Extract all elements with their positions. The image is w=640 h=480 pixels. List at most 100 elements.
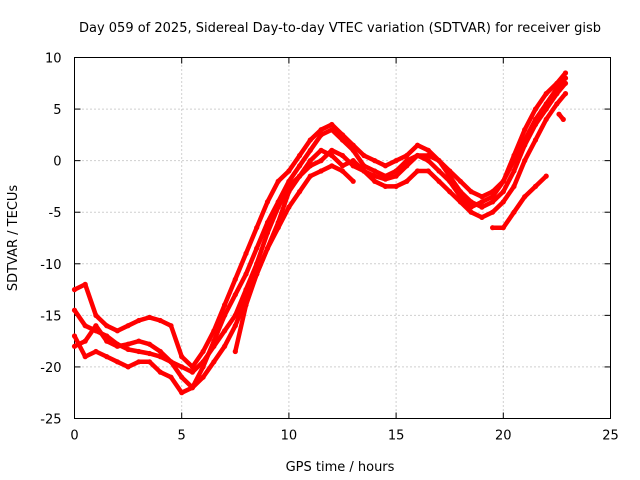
data-point <box>479 199 485 205</box>
data-point <box>554 80 560 86</box>
data-point <box>286 204 292 210</box>
data-point <box>350 163 356 169</box>
data-point <box>264 230 271 236</box>
data-point <box>562 80 569 86</box>
data-point <box>136 348 142 355</box>
data-point <box>125 346 131 352</box>
data-point <box>82 323 88 329</box>
data-point <box>82 281 88 287</box>
data-point <box>168 374 174 380</box>
data-point <box>414 142 421 148</box>
data-point <box>532 137 539 143</box>
data-point <box>372 178 378 184</box>
data-point <box>543 106 549 112</box>
data-point <box>286 189 292 195</box>
data-point <box>318 158 324 164</box>
plot-frame <box>74 57 611 419</box>
data-point <box>372 168 378 174</box>
data-point <box>125 364 131 370</box>
data-point <box>457 199 463 205</box>
data-point <box>275 225 281 231</box>
y-tick-label: -15 <box>40 309 61 324</box>
data-point <box>414 168 421 174</box>
data-point <box>562 91 569 97</box>
data-point <box>179 354 185 360</box>
data-point <box>393 173 399 179</box>
data-point <box>297 173 303 179</box>
data-point <box>297 152 303 159</box>
data-point <box>275 199 281 205</box>
data-point <box>554 101 560 107</box>
x-tick-label: 0 <box>70 429 78 444</box>
data-point <box>382 183 388 189</box>
x-tick-label: 25 <box>602 429 619 444</box>
data-point <box>157 369 163 375</box>
y-tick-labels: 10 5 0 -5 -10 -15 -20 -25 <box>40 52 61 428</box>
data-point <box>243 250 249 257</box>
data-point <box>179 374 185 380</box>
data-point <box>222 328 228 334</box>
data-point <box>93 323 99 329</box>
data-point <box>500 225 506 231</box>
data-point <box>82 338 88 344</box>
data-point <box>361 152 367 159</box>
data-point <box>500 178 506 184</box>
data-point <box>254 261 260 267</box>
data-point <box>211 338 217 344</box>
data-point <box>425 158 431 164</box>
data-point <box>522 142 528 148</box>
data-point <box>556 111 562 117</box>
data-point <box>457 178 463 184</box>
y-tick-label: -20 <box>40 361 61 376</box>
chart-title: Day 059 of 2025, Sidereal Day-to-day VTE… <box>79 21 601 36</box>
data-point <box>71 287 78 293</box>
data-point <box>254 225 260 231</box>
y-axis-label: SDTVAR / TECUs <box>6 185 21 292</box>
y-tick-label: 0 <box>53 155 61 170</box>
data-point <box>393 168 399 174</box>
data-point <box>146 359 153 365</box>
data-point <box>404 158 410 164</box>
data-point <box>372 158 378 164</box>
data-point <box>382 163 388 169</box>
data-point <box>479 204 485 210</box>
data-point <box>307 163 313 169</box>
data-point <box>125 341 131 347</box>
data-point <box>243 271 249 277</box>
data-point <box>286 168 292 174</box>
data-point <box>511 152 517 159</box>
data-point <box>447 189 453 195</box>
data-point <box>297 163 303 169</box>
data-point <box>543 173 549 179</box>
data-point <box>114 343 120 349</box>
data-point <box>104 338 110 344</box>
data-point <box>104 354 110 360</box>
data-point <box>562 70 569 76</box>
data-point <box>532 121 539 128</box>
data-point <box>543 91 549 97</box>
data-point <box>339 168 346 174</box>
data-point <box>490 199 496 205</box>
data-point <box>71 307 78 313</box>
data-point <box>468 189 474 195</box>
data-point <box>286 178 292 184</box>
data-point <box>136 359 142 365</box>
data-point <box>490 189 496 195</box>
data-point <box>222 343 228 349</box>
data-point <box>307 173 313 179</box>
data-point <box>511 183 517 189</box>
data-point <box>436 158 442 164</box>
data-point <box>479 214 485 220</box>
data-point <box>168 359 174 365</box>
data-point <box>254 271 260 277</box>
data-point <box>490 225 496 231</box>
y-tick-label: 5 <box>53 103 61 118</box>
data-point <box>522 194 528 200</box>
data-point <box>275 178 281 184</box>
data-point <box>136 317 142 324</box>
data-point <box>146 350 153 357</box>
data-point <box>307 147 313 153</box>
data-point <box>318 127 324 133</box>
data-point <box>361 168 367 174</box>
data-point <box>189 364 195 370</box>
